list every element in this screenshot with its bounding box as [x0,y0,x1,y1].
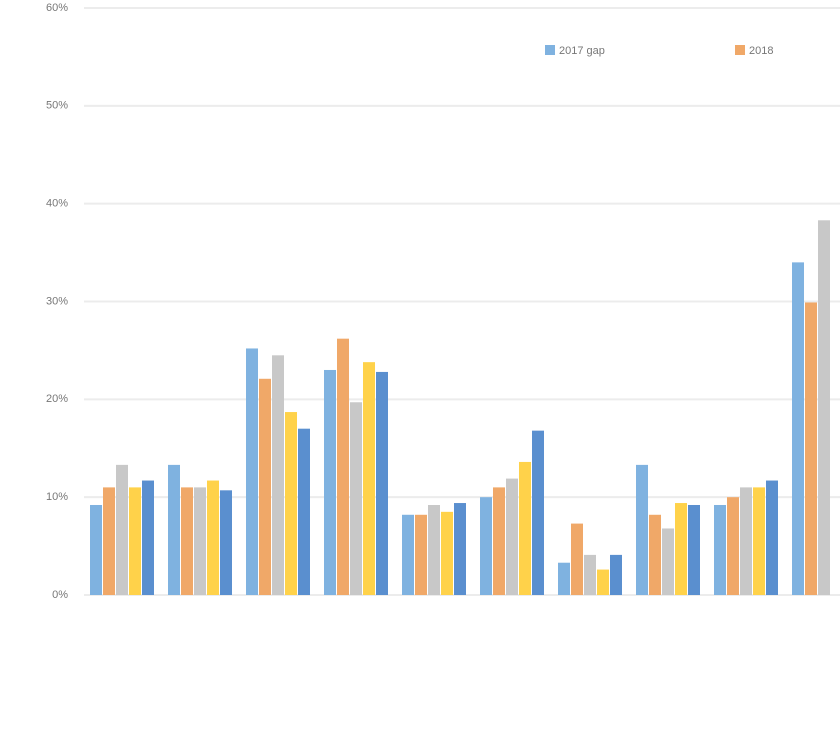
legend-swatch [735,45,745,55]
bar [493,487,505,595]
bar [350,402,362,595]
legend-swatch [545,45,555,55]
bar [363,362,375,595]
bar [818,220,830,595]
y-tick-label: 40% [46,198,68,210]
bar [129,487,141,595]
bar [324,369,336,595]
bar [220,490,232,595]
bar [675,503,687,595]
bar [337,338,349,595]
legend-label: 2018 [749,45,773,57]
bar [766,480,778,595]
bar [558,562,570,595]
bar [298,428,310,595]
bar [792,262,804,595]
y-tick-label: 0% [52,589,68,601]
bar [636,464,648,595]
bar [428,504,440,595]
bar [506,478,518,595]
bar [727,497,739,595]
bar [207,480,219,595]
bar [402,514,414,595]
bar [480,497,492,595]
y-tick-label: 50% [46,100,68,112]
bar [519,461,531,595]
bar [168,464,180,595]
bar [376,371,388,595]
bar [597,569,609,595]
bar [116,464,128,595]
bar [584,554,596,595]
legend-label: 2017 gap [559,45,605,57]
y-tick-label: 60% [46,2,68,14]
bar [740,487,752,595]
bar [103,487,115,595]
y-tick-label: 20% [46,393,68,405]
bar [532,430,544,595]
bar [272,355,284,595]
bar [714,504,726,595]
bar [610,554,622,595]
bar [441,511,453,595]
bar [753,487,765,595]
bar [259,378,271,595]
bar [246,348,258,595]
bar [688,504,700,595]
bar [90,504,102,595]
bar [181,487,193,595]
bar [285,412,297,595]
bar [649,514,661,595]
bar [662,528,674,595]
bar [571,523,583,595]
y-tick-label: 10% [46,491,68,503]
bar [415,514,427,595]
bar [454,503,466,595]
bar [805,302,817,595]
bar [142,480,154,595]
bar [194,487,206,595]
y-tick-label: 30% [46,295,68,307]
